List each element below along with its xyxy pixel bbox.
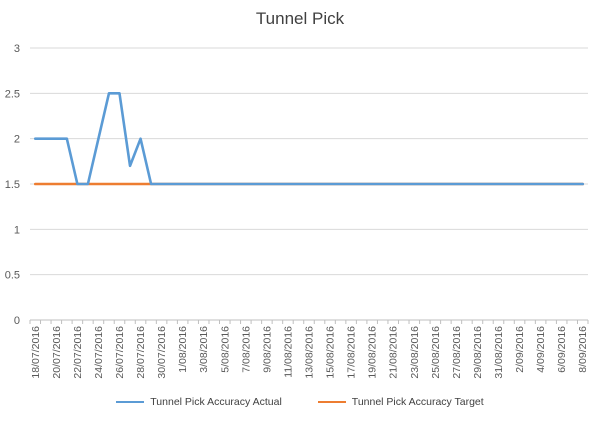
y-tick-label: 1	[14, 224, 20, 236]
x-tick-label: 8/09/2016	[577, 326, 589, 373]
x-tick-label: 15/08/2016	[325, 326, 337, 379]
x-tick-label: 4/09/2016	[535, 326, 547, 373]
x-tick-label: 24/07/2016	[93, 326, 105, 379]
legend-label-target: Tunnel Pick Accuracy Target	[351, 396, 484, 408]
y-tick-label: 2	[14, 134, 20, 146]
x-tick-label: 18/07/2016	[30, 326, 42, 379]
series-line-actual	[33, 92, 585, 186]
y-tick-label: 0.5	[5, 270, 20, 282]
x-tick-label: 13/08/2016	[304, 326, 316, 379]
y-tick-label: 2.5	[5, 88, 20, 100]
x-tick-label: 19/08/2016	[367, 326, 379, 379]
x-tick-label: 27/08/2016	[451, 326, 463, 379]
x-tick-label: 2/09/2016	[514, 326, 526, 373]
x-tick-label: 23/08/2016	[409, 326, 421, 379]
legend-item-actual: Tunnel Pick Accuracy Actual	[116, 396, 282, 408]
x-tick-label: 29/08/2016	[472, 326, 484, 379]
x-tick-label: 22/07/2016	[72, 326, 84, 379]
x-tick-label: 28/07/2016	[135, 326, 147, 379]
x-tick-label: 26/07/2016	[114, 326, 126, 379]
x-tick-label: 3/08/2016	[198, 326, 210, 373]
x-tick-label: 25/08/2016	[430, 326, 442, 379]
y-tick-label: 3	[14, 43, 20, 55]
legend-label-actual: Tunnel Pick Accuracy Actual	[150, 396, 282, 408]
x-tick-label: 17/08/2016	[346, 326, 358, 379]
y-tick-label: 0	[14, 315, 20, 327]
x-tick-label: 21/08/2016	[388, 326, 400, 379]
y-tick-label: 1.5	[5, 179, 20, 191]
x-tick-label: 1/08/2016	[177, 326, 189, 373]
x-tick-label: 11/08/2016	[282, 326, 294, 378]
legend-item-target: Tunnel Pick Accuracy Target	[317, 396, 484, 408]
legend-swatch-target	[317, 401, 346, 403]
x-tick-label: 9/08/2016	[261, 326, 273, 373]
x-tick-label: 6/09/2016	[556, 326, 568, 373]
x-tick-label: 7/08/2016	[240, 326, 252, 373]
legend: Tunnel Pick Accuracy Actual Tunnel Pick …	[0, 396, 600, 408]
x-tick-label: 5/08/2016	[219, 326, 231, 373]
x-tick-label: 31/08/2016	[493, 326, 505, 379]
x-tick-label: 20/07/2016	[51, 326, 63, 379]
legend-swatch-actual	[116, 401, 145, 403]
chart-title: Tunnel Pick	[255, 9, 345, 28]
x-tick-label: 30/07/2016	[156, 326, 168, 379]
